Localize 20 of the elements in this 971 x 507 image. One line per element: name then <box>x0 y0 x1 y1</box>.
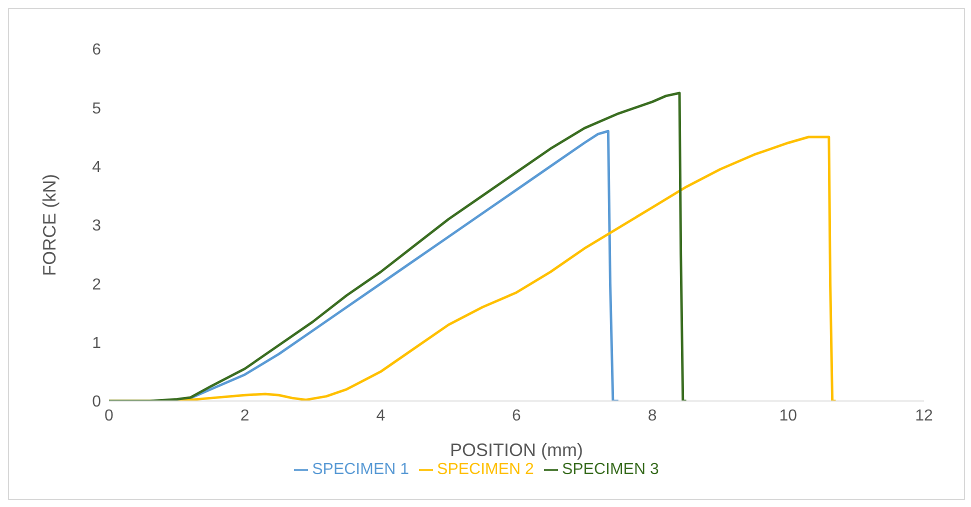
x-tick-label: 8 <box>648 407 657 424</box>
y-axis-title: FORCE (kN) <box>39 174 60 276</box>
legend-label: SPECIMEN 1 <box>312 461 410 478</box>
y-tick-label: 1 <box>92 335 102 352</box>
x-tick-label: 12 <box>915 407 933 424</box>
y-tick-label: 0 <box>92 394 102 411</box>
x-tick-label: 10 <box>779 407 798 424</box>
x-tick-label: 4 <box>376 407 386 424</box>
legend-label: SPECIMEN 2 <box>437 461 534 478</box>
y-tick-label: 3 <box>92 218 102 235</box>
y-tick-label: 4 <box>92 159 102 176</box>
y-tick-label: 2 <box>92 276 102 294</box>
y-tick-label: 6 <box>92 42 102 59</box>
x-axis-title: POSITION (mm) <box>450 440 583 460</box>
line-series <box>109 92 688 401</box>
legend-label: SPECIMEN 3 <box>562 461 659 478</box>
x-tick-label: 0 <box>104 407 114 424</box>
x-tick-label: 2 <box>240 407 250 424</box>
y-tick-label: 5 <box>92 100 102 118</box>
x-tick-label: 6 <box>512 407 522 424</box>
